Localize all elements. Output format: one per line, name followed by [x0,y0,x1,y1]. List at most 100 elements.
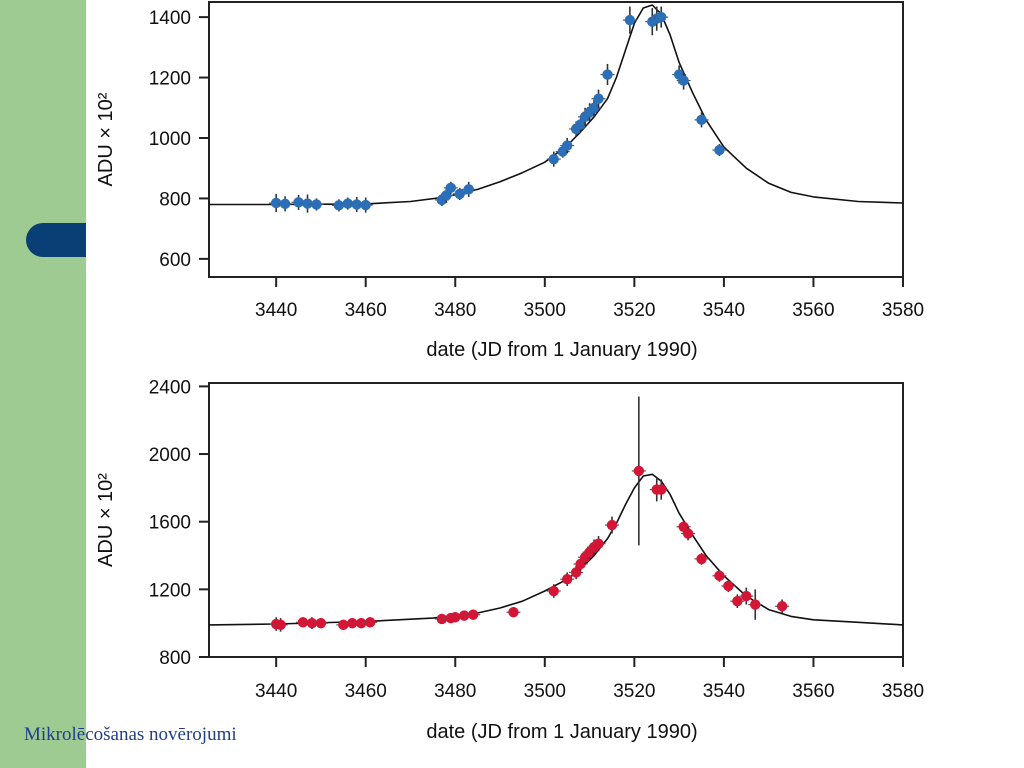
y-tick-label: 800 [159,648,191,669]
x-tick-label: 3500 [524,300,566,321]
data-marker [306,617,318,629]
data-marker [450,612,461,623]
data-marker [311,199,322,210]
data-marker [696,114,707,126]
fit-curve [209,473,903,626]
y-tick-label: 2000 [149,445,191,466]
slide-tab-marker [26,223,86,257]
data-point [569,565,584,580]
data-point [622,6,637,34]
data-marker [624,14,636,26]
plot-frame [208,1,904,278]
data-point [654,479,669,500]
data-point [712,144,727,157]
data-point [694,552,709,565]
data-point [466,609,481,620]
data-point [775,599,790,614]
data-marker [356,617,367,629]
plot-frame [208,382,904,658]
x-tick-label: 3540 [703,300,745,321]
x-tick-label: 3480 [434,300,476,321]
data-marker [593,538,604,549]
y-tick-label: 600 [159,250,191,271]
left-sidebar-band [0,0,86,768]
data-marker [270,197,282,209]
data-point [309,198,324,211]
x-tick-label: 3540 [703,681,745,702]
x-tick-label: 3440 [255,681,297,702]
y-tick-label: 1200 [149,69,191,90]
data-marker [714,570,725,582]
y-tick-label: 800 [159,189,191,210]
data-marker [436,613,448,625]
data-point [676,71,691,90]
data-marker [441,190,452,201]
y-tick-label: 1400 [149,8,191,29]
data-marker [723,580,734,592]
data-point [363,617,378,628]
data-marker [454,188,465,200]
data-marker [333,200,345,211]
data-marker [459,610,470,621]
data-point [461,181,476,197]
data-point [506,606,521,618]
x-tick-label: 3460 [345,681,387,702]
data-point [681,526,696,541]
data-point [560,572,575,586]
data-point [560,137,575,154]
data-marker [633,465,645,477]
data-point [721,580,736,592]
x-tick-label: 3580 [882,681,924,702]
data-marker [732,595,743,607]
data-marker [656,484,667,495]
data-point [694,112,709,128]
data-point [604,516,619,534]
x-tick-label: 3560 [792,681,834,702]
data-marker [602,69,613,80]
data-marker [593,93,604,104]
data-marker [561,573,573,585]
data-marker [575,119,586,130]
data-marker [364,617,376,628]
y-axis-label: ADU × 10² [95,92,117,186]
data-marker [360,199,371,211]
data-marker [351,199,362,210]
data-marker [347,617,358,629]
data-marker [338,619,349,631]
data-point [712,569,727,582]
data-marker [696,553,707,565]
data-marker [445,182,456,194]
data-point [591,89,606,108]
data-marker [315,617,327,629]
y-tick-label: 1200 [149,580,191,601]
x-tick-label: 3580 [882,300,924,321]
data-marker [548,153,559,165]
data-point [443,181,458,194]
data-marker [776,601,788,612]
data-marker [588,102,600,113]
data-marker [342,198,353,209]
data-marker [678,75,689,86]
data-point [739,587,754,605]
data-point [546,584,561,598]
y-tick-label: 2400 [149,377,191,398]
data-marker [275,619,286,631]
data-point [730,594,745,608]
data-point [654,6,669,28]
data-marker [750,599,761,610]
data-marker [467,609,479,620]
data-point [591,536,606,552]
x-tick-label: 3520 [613,681,655,702]
data-marker [570,567,582,578]
y-tick-label: 1000 [149,129,191,150]
data-marker [508,606,519,618]
data-marker [714,144,725,156]
data-point [600,63,615,86]
data-point [278,196,293,212]
x-tick-label: 3520 [613,300,655,321]
data-point [273,618,288,632]
y-tick-label: 1600 [149,513,191,534]
data-marker [548,585,559,597]
x-axis-label: date (JD from 1 January 1990) [426,721,697,743]
x-tick-label: 3440 [255,300,297,321]
